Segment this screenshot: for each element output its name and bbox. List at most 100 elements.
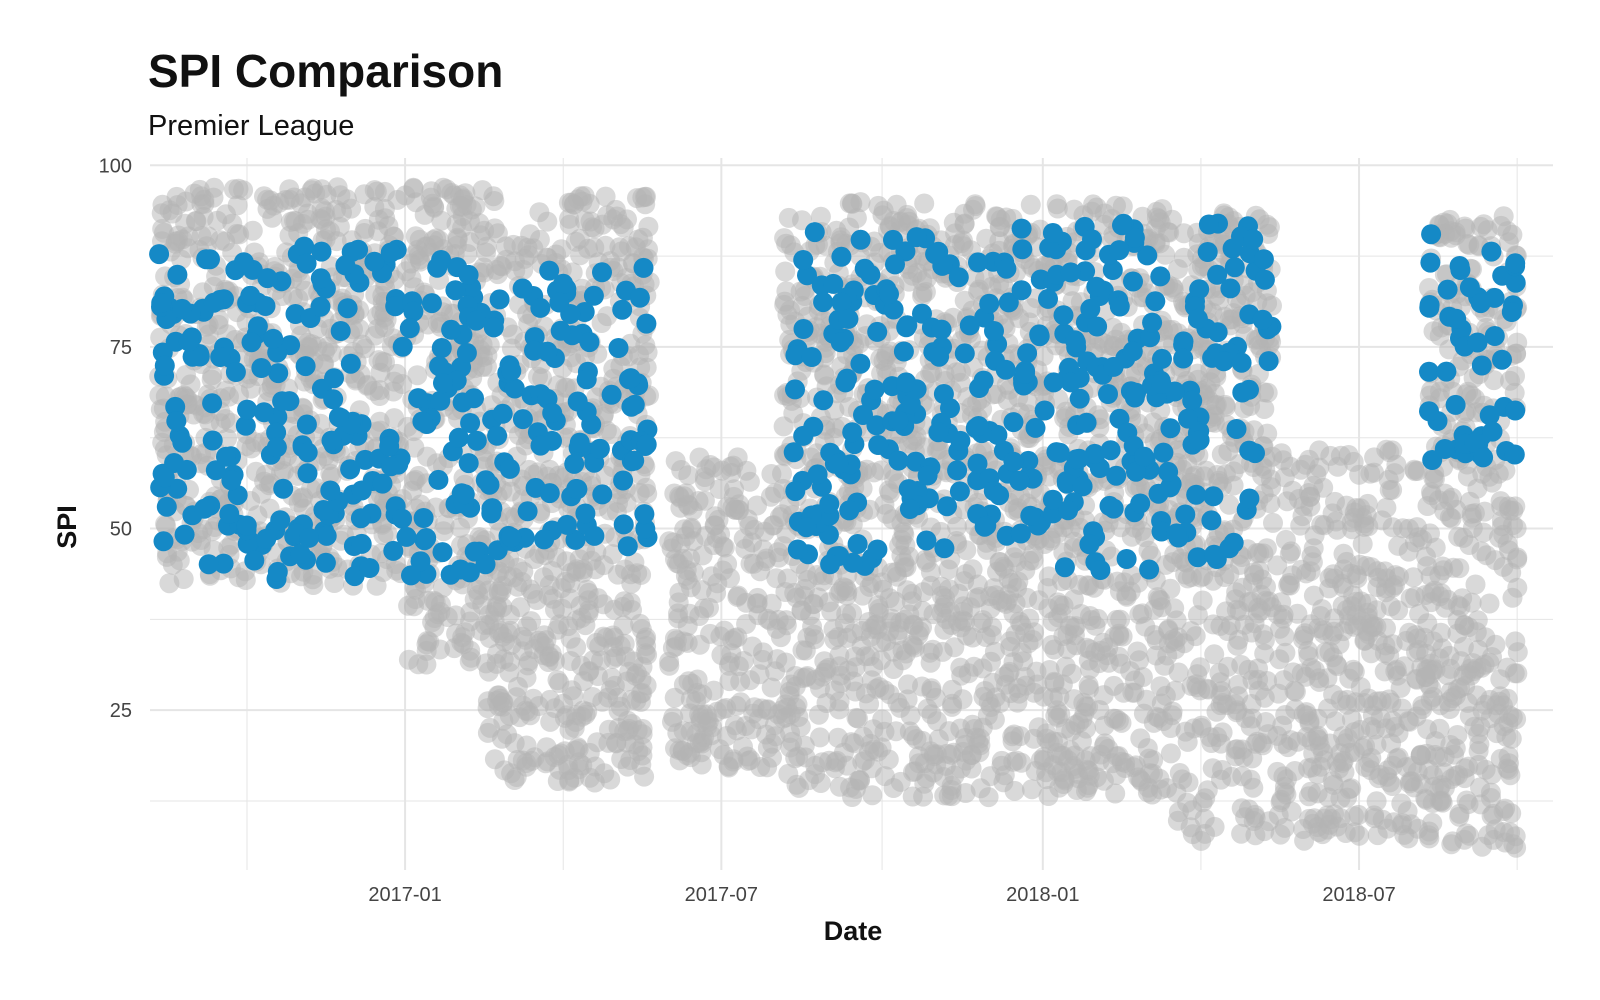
data-point bbox=[1191, 830, 1212, 851]
data-point bbox=[352, 334, 373, 355]
data-point bbox=[1256, 538, 1277, 559]
data-point bbox=[452, 627, 473, 648]
data-point bbox=[288, 288, 309, 309]
data-point bbox=[566, 610, 587, 631]
data-point bbox=[1173, 247, 1194, 268]
data-point bbox=[430, 390, 451, 411]
data-point bbox=[620, 592, 641, 613]
data-point bbox=[553, 273, 574, 294]
data-point bbox=[689, 606, 710, 626]
data-point bbox=[1477, 220, 1498, 241]
data-point bbox=[905, 430, 926, 451]
data-point bbox=[965, 194, 986, 215]
data-point bbox=[1054, 557, 1075, 578]
data-point bbox=[753, 539, 774, 560]
data-point bbox=[156, 515, 176, 536]
data-point bbox=[703, 535, 724, 555]
data-point bbox=[1017, 391, 1038, 412]
data-point bbox=[196, 249, 217, 270]
data-point bbox=[156, 496, 177, 517]
data-point bbox=[596, 420, 617, 441]
data-point bbox=[364, 180, 385, 201]
data-point bbox=[592, 484, 613, 505]
data-point bbox=[838, 660, 859, 681]
data-point bbox=[813, 292, 834, 313]
data-point bbox=[1003, 412, 1024, 433]
data-point bbox=[1381, 733, 1402, 754]
data-point bbox=[916, 768, 937, 789]
data-point bbox=[1047, 198, 1068, 219]
data-point bbox=[947, 460, 968, 481]
data-point bbox=[369, 386, 390, 406]
data-point bbox=[793, 319, 814, 339]
data-point bbox=[884, 469, 905, 489]
data-point bbox=[872, 205, 893, 226]
data-point bbox=[350, 508, 371, 529]
data-point bbox=[785, 748, 806, 769]
data-point bbox=[1276, 769, 1297, 790]
data-point bbox=[1434, 483, 1455, 504]
data-point bbox=[931, 319, 952, 340]
data-point bbox=[1217, 621, 1238, 641]
data-point bbox=[202, 430, 223, 451]
data-point bbox=[458, 264, 479, 285]
data-point bbox=[1290, 515, 1311, 536]
data-point bbox=[617, 536, 638, 557]
data-point bbox=[810, 773, 831, 793]
data-point bbox=[929, 346, 950, 367]
data-point bbox=[576, 369, 597, 390]
data-point bbox=[793, 250, 814, 270]
data-point bbox=[846, 707, 867, 728]
data-point bbox=[613, 470, 634, 491]
data-point bbox=[1001, 572, 1022, 593]
data-point bbox=[1440, 658, 1461, 679]
data-point bbox=[1181, 567, 1202, 587]
data-point bbox=[1104, 626, 1125, 647]
data-point bbox=[1467, 478, 1488, 499]
data-point bbox=[1111, 712, 1132, 733]
data-point bbox=[598, 732, 619, 753]
data-point bbox=[270, 510, 291, 531]
data-point bbox=[993, 772, 1014, 793]
data-point bbox=[1210, 695, 1231, 716]
data-point bbox=[1382, 755, 1403, 776]
data-point bbox=[800, 605, 821, 626]
data-point bbox=[417, 446, 437, 467]
data-point bbox=[539, 575, 560, 595]
data-point bbox=[795, 561, 816, 582]
data-point bbox=[831, 246, 852, 267]
data-point bbox=[1308, 725, 1329, 746]
data-point bbox=[1228, 686, 1249, 707]
data-point bbox=[948, 267, 969, 288]
data-point bbox=[740, 750, 761, 770]
data-point bbox=[466, 310, 487, 331]
data-point bbox=[1419, 278, 1439, 298]
data-point bbox=[1178, 772, 1199, 793]
data-point bbox=[159, 200, 180, 221]
data-point bbox=[772, 463, 792, 484]
data-point bbox=[636, 434, 657, 455]
data-point bbox=[1238, 659, 1259, 680]
data-point bbox=[664, 628, 685, 649]
data-point bbox=[1020, 505, 1041, 526]
data-point bbox=[885, 254, 905, 275]
data-point bbox=[676, 560, 697, 580]
data-point bbox=[717, 553, 738, 574]
data-point bbox=[1021, 779, 1042, 800]
data-point bbox=[1429, 325, 1450, 346]
data-point bbox=[1290, 459, 1311, 480]
data-point bbox=[587, 666, 608, 686]
data-point bbox=[813, 390, 834, 411]
data-point bbox=[500, 481, 521, 502]
data-point bbox=[1405, 625, 1426, 646]
data-point bbox=[458, 453, 479, 474]
data-point bbox=[266, 437, 287, 458]
data-point bbox=[635, 335, 656, 356]
data-point bbox=[1017, 587, 1038, 608]
data-point bbox=[316, 219, 336, 240]
data-point bbox=[1160, 578, 1181, 599]
data-point bbox=[372, 473, 393, 494]
data-point bbox=[1338, 445, 1359, 465]
data-point bbox=[630, 613, 651, 634]
data-point bbox=[1249, 560, 1270, 581]
